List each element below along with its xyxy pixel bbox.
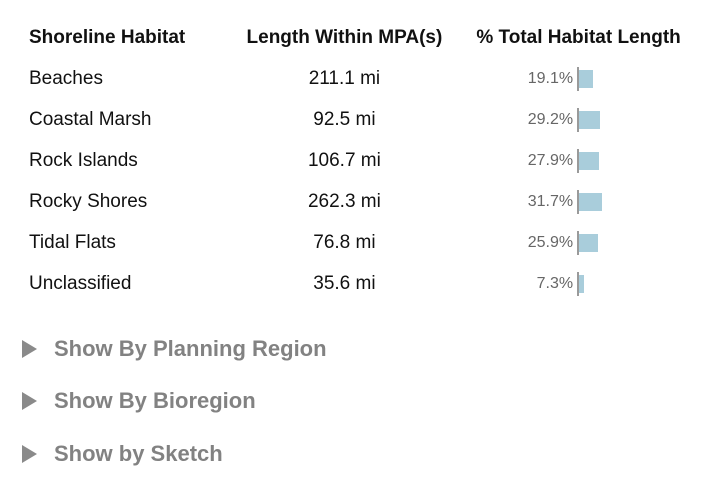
- header-length-within-mpa: Length Within MPA(s): [246, 27, 443, 48]
- percent-bar: [579, 151, 600, 170]
- habitat-length: 106.7 mi: [307, 149, 381, 171]
- toggle-label: Show By Planning Region: [54, 336, 327, 361]
- habitat-name: Rock Islands: [29, 149, 138, 171]
- caret-right-icon: [22, 340, 37, 358]
- table-row: Tidal Flats 76.8 mi 25.9%: [19, 222, 703, 263]
- table-row: Rock Islands 106.7 mi 27.9%: [19, 140, 703, 181]
- toggle-bioregion[interactable]: Show By Bioregion: [22, 388, 256, 414]
- toggle-planning-region[interactable]: Show By Planning Region: [22, 336, 327, 362]
- toggle-label: Show By Bioregion: [54, 388, 256, 413]
- table-row: Rocky Shores 262.3 mi 31.7%: [19, 181, 703, 222]
- percent-value: 7.3%: [536, 274, 574, 292]
- habitat-length: 211.1 mi: [308, 67, 381, 89]
- percent-value: 31.7%: [527, 192, 574, 210]
- habitat-length: 262.3 mi: [307, 190, 381, 212]
- habitat-name: Coastal Marsh: [29, 108, 152, 130]
- caret-right-icon: [22, 445, 37, 463]
- habitat-percent-cell: 31.7%: [454, 181, 703, 222]
- habitat-length: 92.5 mi: [313, 108, 376, 130]
- table-header-row: Shoreline Habitat Length Within MPA(s) %…: [19, 18, 703, 58]
- toggle-sketch[interactable]: Show by Sketch: [22, 441, 223, 467]
- percent-bar-axis: [577, 107, 601, 132]
- percent-bar: [579, 69, 593, 88]
- habitat-name: Tidal Flats: [29, 231, 116, 253]
- habitat-table: Shoreline Habitat Length Within MPA(s) %…: [19, 18, 703, 304]
- habitat-length: 76.8 mi: [313, 231, 376, 253]
- caret-right-icon: [22, 392, 37, 410]
- percent-value: 27.9%: [527, 151, 574, 169]
- percent-bar: [579, 274, 585, 293]
- percent-bar: [579, 110, 601, 129]
- percent-bar-axis: [577, 189, 602, 214]
- habitat-percent-cell: 19.1%: [454, 58, 703, 99]
- percent-bar-axis: [577, 148, 600, 173]
- habitat-name: Unclassified: [29, 272, 132, 294]
- percent-value: 29.2%: [527, 110, 574, 128]
- table-row: Coastal Marsh 92.5 mi 29.2%: [19, 99, 703, 140]
- percent-bar-axis: [577, 230, 598, 255]
- habitat-name: Beaches: [29, 67, 103, 89]
- header-shoreline-habitat: Shoreline Habitat: [29, 27, 186, 48]
- percent-bar-axis: [577, 271, 585, 296]
- table-row: Unclassified 35.6 mi 7.3%: [19, 263, 703, 304]
- habitat-percent-cell: 7.3%: [454, 263, 703, 304]
- habitat-percent-cell: 29.2%: [454, 99, 703, 140]
- percent-bar: [579, 233, 598, 252]
- habitat-name: Rocky Shores: [29, 190, 148, 212]
- habitat-length: 35.6 mi: [313, 272, 376, 294]
- percent-bar: [579, 192, 602, 211]
- habitat-percent-cell: 25.9%: [454, 222, 703, 263]
- percent-value: 25.9%: [527, 233, 574, 251]
- habitat-percent-cell: 27.9%: [454, 140, 703, 181]
- toggle-label: Show by Sketch: [54, 441, 223, 466]
- percent-bar-axis: [577, 66, 593, 91]
- table-row: Beaches 211.1 mi 19.1%: [19, 58, 703, 99]
- header-percent-total: % Total Habitat Length: [476, 27, 681, 48]
- percent-value: 19.1%: [527, 69, 574, 87]
